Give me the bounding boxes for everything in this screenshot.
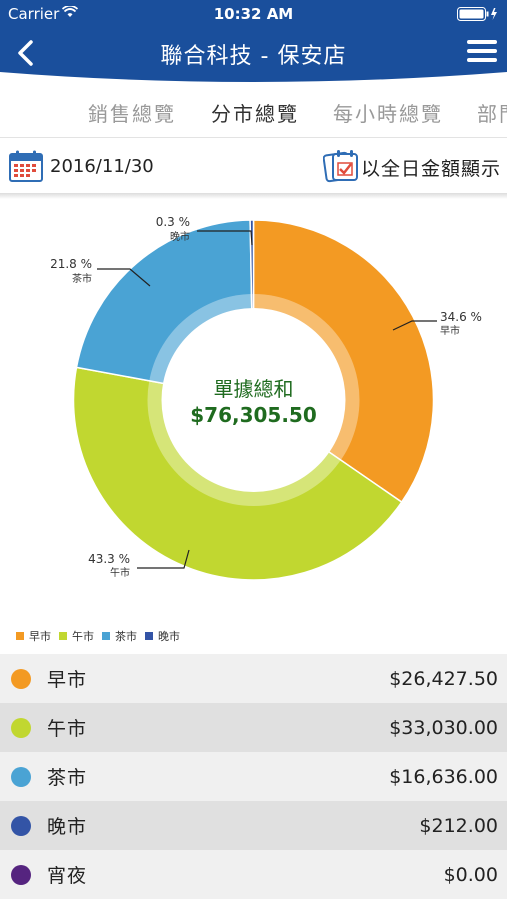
slice-label-tea: 21.8 %: [50, 257, 92, 271]
legend-item-tea: 茶市: [102, 628, 137, 644]
list-item-label: 宵夜: [47, 865, 88, 887]
header-background: [0, 0, 507, 82]
color-dot: [11, 815, 31, 836]
legend-label: 晚市: [158, 630, 180, 643]
chevron-left-icon: [18, 40, 33, 66]
tab-department[interactable]: 部門: [477, 102, 507, 126]
list-item-label: 茶市: [47, 767, 88, 789]
list-item[interactable]: 早市 $26,427.50: [0, 654, 507, 703]
color-dot: [11, 668, 31, 689]
leader-line-dinner: [197, 230, 253, 246]
list-item-label: 午市: [47, 718, 88, 740]
leader-line-morning: [392, 320, 437, 331]
legend-swatch: [16, 632, 24, 640]
list-item-label: 早市: [47, 669, 88, 691]
list-item[interactable]: 晚市 $212.00: [0, 801, 507, 850]
list-item[interactable]: 茶市 $16,636.00: [0, 752, 507, 801]
tab-session-overview[interactable]: 分市總覽: [211, 102, 299, 126]
legend-label: 早市: [29, 630, 51, 643]
wifi-icon: [62, 6, 78, 17]
slice-name-dinner: 晚市: [170, 230, 190, 243]
list-item-value: $33,030.00: [389, 716, 498, 739]
list-item[interactable]: 宵夜 $0.00: [0, 850, 507, 899]
slice-name-lunch: 午市: [110, 566, 130, 579]
menu-button[interactable]: [467, 40, 497, 68]
list-item-value: $16,636.00: [389, 765, 498, 788]
display-mode-label[interactable]: 以全日金額顯示: [360, 158, 501, 180]
legend-item-lunch: 午市: [59, 628, 94, 644]
selected-date[interactable]: 2016/11/30: [50, 156, 154, 177]
legend-item-dinner: 晚市: [145, 628, 180, 644]
color-dot: [11, 864, 31, 885]
chart-center-label: 單據總和: [214, 377, 294, 401]
status-time: 10:32 AM: [213, 5, 294, 23]
slice-name-morning: 早市: [440, 324, 460, 337]
pie-slice-morning[interactable]: [252, 219, 435, 504]
date-bar-shadow: [0, 193, 507, 199]
slice-label-dinner: 0.3 %: [156, 215, 190, 229]
tab-bar: 銷售總覽 分市總覽 每小時總覽 部門: [0, 90, 507, 136]
leader-line-lunch: [137, 549, 190, 569]
date-bar: 2016/11/30 以全日金額顯示: [0, 138, 507, 194]
nav-header: Carrier 10:32 AM 聯合科技 - 保安店: [0, 0, 507, 84]
legend-label: 茶市: [115, 630, 137, 643]
leader-line-tea: [97, 268, 151, 287]
list-item-label: 晚市: [47, 816, 88, 838]
legend-label: 午市: [72, 630, 94, 643]
color-dot: [11, 766, 31, 787]
legend-swatch: [145, 632, 153, 640]
calendar-icon[interactable]: [9, 150, 43, 182]
legend-item-morning: 早市: [16, 628, 51, 644]
calendar-check-icon[interactable]: [323, 149, 359, 183]
tab-hourly-overview[interactable]: 每小時總覽: [333, 102, 443, 126]
slice-name-tea: 茶市: [72, 272, 92, 285]
list-item-value: $0.00: [443, 863, 498, 886]
donut-hole: [161, 308, 346, 492]
session-donut-chart: 單據總和 $76,305.50 34.6 % 早市 43.3 % 午市 21.8…: [50, 215, 482, 581]
list-item-value: $212.00: [419, 814, 498, 837]
list-item[interactable]: 午市 $33,030.00: [0, 703, 507, 752]
back-button[interactable]: [10, 36, 40, 70]
legend-swatch: [59, 632, 67, 640]
hamburger-icon: [467, 40, 497, 44]
list-item-value: $26,427.50: [389, 667, 498, 690]
tab-sales-overview[interactable]: 銷售總覽: [88, 102, 176, 126]
carrier-label: Carrier: [8, 5, 60, 23]
battery-icon: [457, 7, 497, 21]
legend-swatch: [102, 632, 110, 640]
slice-label-lunch: 43.3 %: [88, 552, 130, 566]
color-dot: [11, 717, 31, 738]
tab-divider: [0, 137, 507, 138]
page-title: 聯合科技 - 保安店: [160, 44, 347, 69]
status-bar: Carrier 10:32 AM: [0, 0, 507, 28]
session-list: 早市 $26,427.50 午市 $33,030.00 茶市 $16,636.0…: [0, 654, 507, 899]
chart-legend: 早市 午市 茶市 晚市: [16, 628, 188, 644]
slice-label-morning: 34.6 %: [440, 310, 482, 324]
chart-center-value: $76,305.50: [190, 403, 317, 427]
